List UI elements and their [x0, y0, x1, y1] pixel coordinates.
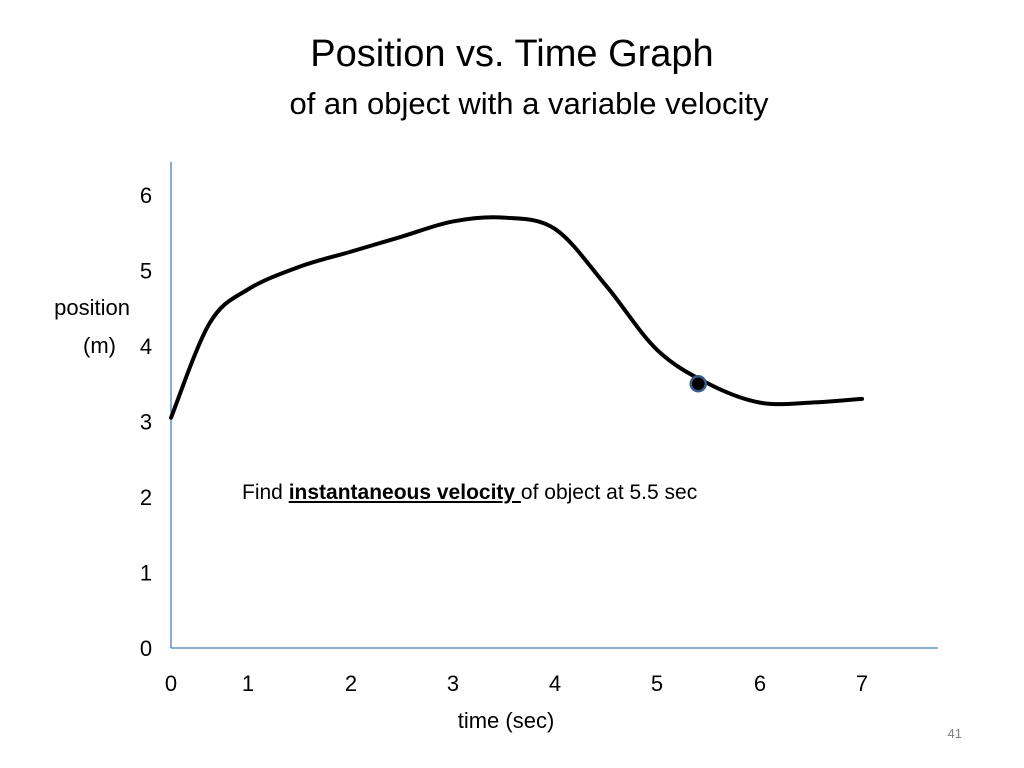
- annotation-emphasis: instantaneous velocity: [288, 481, 521, 504]
- x-tick-label: 3: [447, 671, 459, 696]
- y-tick-label: 0: [140, 636, 152, 661]
- x-tick-label: 7: [856, 671, 868, 696]
- y-axis-title-line1: position: [54, 295, 130, 320]
- annotation-text-before: Find: [242, 481, 289, 504]
- x-tick-label: 5: [651, 671, 663, 696]
- x-tick-label: 4: [549, 671, 561, 696]
- y-axis-title-line2: (m): [83, 333, 116, 358]
- annotation: Find instantaneous velocity of object at…: [242, 481, 697, 505]
- y-tick-label: 1: [140, 561, 152, 586]
- position-curve: [169, 215, 864, 420]
- y-tick-label: 5: [140, 259, 152, 284]
- x-tick-label: 6: [754, 671, 766, 696]
- y-axis-title: position (m): [0, 289, 130, 365]
- x-axis-title: time (sec): [458, 708, 555, 733]
- x-tick-label: 2: [345, 671, 357, 696]
- y-tick-label: 4: [140, 334, 152, 359]
- y-tick-label: 2: [140, 485, 152, 510]
- x-tick-label: 1: [242, 671, 254, 696]
- highlight-point: [689, 375, 707, 393]
- annotation-text-after: of object at 5.5 sec: [520, 481, 698, 504]
- slide-number: 41: [947, 726, 962, 741]
- chart-subtitle: of an object with a variable velocity: [289, 86, 769, 121]
- y-tick-label: 3: [140, 410, 152, 435]
- y-tick-label: 6: [140, 183, 152, 208]
- x-tick-label: 0: [165, 671, 177, 696]
- chart-title: Position vs. Time Graph: [310, 33, 714, 75]
